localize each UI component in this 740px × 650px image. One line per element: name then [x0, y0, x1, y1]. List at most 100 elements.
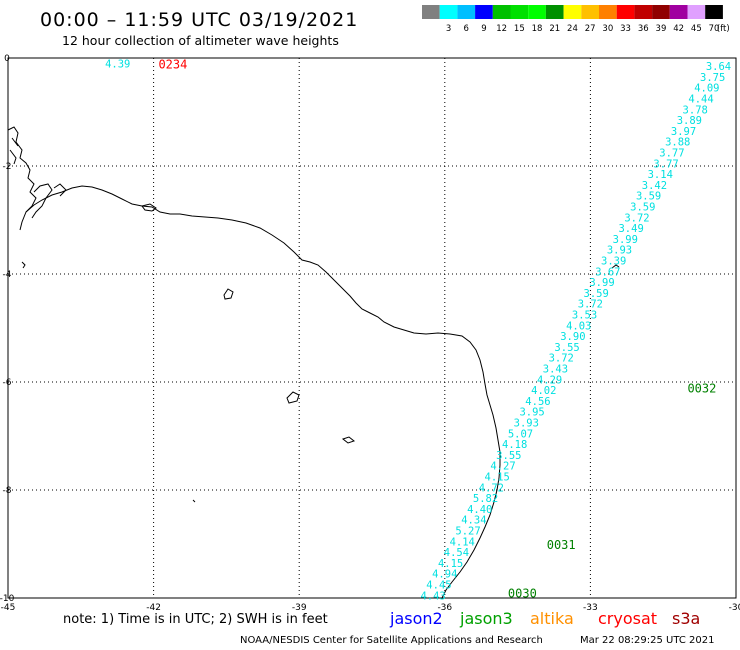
color-legend: 3 6 9 12 15 18 21 24 27 30 33 36 39 42 45 70(ft): [422, 5, 730, 34]
wave-height-value: 3.64: [706, 61, 731, 73]
wave-height-value: 3.59: [584, 288, 609, 300]
legend-label: 21: [549, 24, 560, 34]
map-frame: [7, 57, 737, 599]
lat-tick-label: -10: [0, 594, 15, 604]
wave-height-value: 4.43: [420, 590, 445, 602]
lon-tick-label: -39: [292, 603, 307, 613]
wave-height-value: 4.02: [531, 385, 556, 397]
wave-height-value: 4.72: [479, 482, 504, 494]
satellite-name: jason3: [459, 609, 513, 628]
legend-swatch: [528, 5, 546, 19]
legend-swatch: [687, 5, 706, 19]
wave-height-value: 3.97: [671, 126, 696, 138]
legend-label: 33: [620, 24, 631, 34]
wave-height-value: 3.72: [578, 299, 603, 311]
lat-tick-label: -4: [3, 270, 12, 280]
map-grid: -45 -42 -39 -36 -33 -30 0 -2 -4 -6 -8 -10: [0, 54, 740, 613]
wave-height-value: 4.56: [525, 396, 550, 408]
legend-swatch: [545, 5, 564, 19]
lat-tick-label: -6: [3, 378, 12, 388]
legend-swatch: [669, 5, 688, 19]
legend-swatch: [457, 5, 476, 19]
legend-label: 42: [673, 24, 684, 34]
coastline-lake-2: [223, 288, 234, 300]
legend-swatch: [439, 5, 458, 19]
legend-label: 27: [585, 24, 596, 34]
legend-swatch: [492, 5, 511, 19]
wave-height-value: 4.18: [502, 439, 527, 451]
wave-height-value: 4.54: [444, 547, 469, 559]
wave-height-value: 3.72: [624, 212, 649, 224]
wave-height-value: 3.42: [642, 180, 667, 192]
wave-height-value: 4.94: [432, 569, 457, 581]
lat-tick-label: -2: [3, 162, 12, 172]
lon-tick-label: -36: [437, 603, 452, 613]
wave-height-value: 4.44: [688, 94, 713, 106]
pass-time-label: 0234: [158, 57, 187, 71]
legend-swatch: [581, 5, 599, 19]
legend-label: 9: [481, 24, 486, 34]
satellite-name: jason2: [389, 609, 443, 628]
legend-unit: (ft): [717, 24, 730, 34]
wave-height-value: 4.34: [461, 515, 486, 527]
legend-label: 18: [532, 24, 543, 34]
wave-height-value: 5.07: [508, 428, 533, 440]
wave-height-value: 3.53: [572, 310, 597, 322]
legend-swatch: [634, 5, 653, 19]
wave-height-value: 3.75: [700, 72, 725, 84]
coastline-lake-4: [341, 436, 356, 444]
legend-label: 24: [567, 24, 578, 34]
wave-height-value: 3.59: [636, 191, 661, 203]
coastline-mainland: [19, 185, 501, 599]
legend-swatch: [422, 5, 440, 19]
wave-height-value: 3.88: [665, 137, 690, 149]
footer-note: note: 1) Time is in UTC; 2) SWH is in fe…: [63, 612, 328, 627]
wave-height-value: 3.77: [659, 148, 684, 160]
coastline-lake-1: [141, 203, 157, 212]
coastline: [7, 126, 620, 599]
legend-swatch: [652, 5, 670, 19]
footer-credit: NOAA/NESDIS Center for Satellite Applica…: [240, 635, 543, 646]
wave-height-value: 4.15: [438, 558, 463, 570]
coastline-bay-inlet: [31, 183, 67, 219]
wave-height-value: 3.43: [543, 364, 568, 376]
satellite-name: cryosat: [598, 609, 657, 628]
coastline-islet-2: [192, 499, 196, 503]
legend-label: 45: [691, 24, 702, 34]
lon-tick-label: -42: [146, 603, 161, 613]
wave-height-value: 3.78: [683, 104, 708, 116]
legend-label: 70: [709, 24, 720, 34]
wave-height-value: 3.67: [595, 266, 620, 278]
legend-swatch: [705, 5, 723, 19]
legend-swatch: [563, 5, 582, 19]
wave-height-value: 3.55: [554, 342, 579, 354]
legend-swatch: [510, 5, 529, 19]
legend-label: 39: [656, 24, 667, 34]
legend-label: 15: [514, 24, 525, 34]
pass-time-label: 0031: [547, 538, 576, 552]
coastline-islet-1: [21, 261, 26, 269]
wave-height-value: 3.93: [514, 418, 539, 430]
legend-label: 36: [638, 24, 649, 34]
wave-height-value: 3.99: [589, 277, 614, 289]
lat-tick-label: -8: [3, 486, 12, 496]
wave-height-value: 4.27: [490, 461, 515, 473]
wave-height-value: 3.55: [496, 450, 521, 462]
wave-height-value: 3.95: [519, 407, 544, 419]
wave-height-value: 3.59: [630, 202, 655, 214]
pass-time-label: 0030: [508, 587, 537, 601]
wave-height-value: 3.99: [613, 234, 638, 246]
legend-label: 6: [464, 24, 469, 34]
legend-label: 3: [446, 24, 451, 34]
lon-tick-label: -33: [583, 603, 598, 613]
wave-height-value: 4.40: [467, 504, 492, 516]
wave-height-value: 4.39: [105, 58, 130, 70]
map-subtitle: 12 hour collection of altimeter wave hei…: [62, 33, 339, 48]
wave-height-value: 5.27: [455, 526, 480, 538]
map-title: 00:00 – 11:59 UTC 03/19/2021: [40, 9, 358, 31]
altimeter-track: 3.643.754.094.443.783.893.973.883.773.77…: [420, 61, 731, 602]
wave-height-value: 4.03: [566, 320, 591, 332]
satellite-name: altika: [530, 609, 574, 628]
